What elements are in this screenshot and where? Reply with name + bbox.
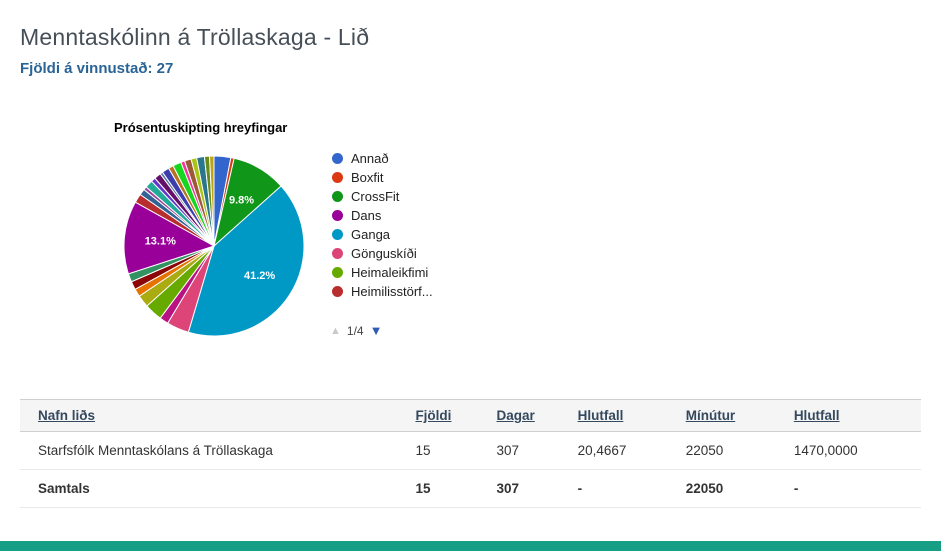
legend-color-dot — [332, 153, 343, 164]
table-cell: 22050 — [677, 469, 786, 508]
legend-item: Gönguskíði — [332, 244, 433, 263]
pie-slice[interactable] — [208, 155, 215, 247]
pie-slice-percentage-label: 41.2% — [244, 270, 275, 282]
table-header-row: Nafn liðs Fjöldi Dagar Hlutfall Mínútur Hlutf… — [20, 399, 921, 432]
legend-pagination: ▲ 1/4 ▼ — [330, 323, 382, 338]
legend-item: Ganga — [332, 225, 433, 244]
legend-label: CrossFit — [351, 189, 400, 204]
column-header-hlutfall: Hlutfall — [785, 399, 921, 432]
table-body: Starfsfólk Menntaskólans á Tröllaskaga 15… — [20, 431, 921, 508]
chart-title: Prósentuskipting hreyfingar — [114, 120, 288, 135]
table-cell: 15 — [407, 469, 489, 508]
workplace-count: Fjöldi á vinnustað: 27 — [20, 60, 174, 77]
legend-label: Annað — [351, 151, 389, 166]
teams-table: Nafn liðs Fjöldi Dagar Hlutfall Mínútur Hlutf… — [20, 399, 921, 508]
legend-item: Boxfit — [332, 168, 433, 187]
table-cell: 20,4667 — [569, 431, 678, 470]
legend-color-dot — [332, 191, 343, 202]
legend-item: Heimaleikfimi — [332, 263, 433, 282]
legend-item: CrossFit — [332, 187, 433, 206]
column-sort-link[interactable]: Mínútur — [685, 408, 736, 423]
legend-item: Heimilisstörf... — [332, 282, 433, 301]
table-row: Starfsfólk Menntaskólans á Tröllaskaga 15… — [20, 431, 921, 470]
legend-prev-icon[interactable]: ▲ — [330, 324, 341, 337]
legend-color-dot — [332, 286, 343, 297]
legend-color-dot — [332, 248, 343, 259]
legend-color-dot — [332, 267, 343, 278]
table-cell: Samtals — [20, 469, 408, 508]
chart-legend: Annað Boxfit CrossFit Dans Ganga Gönguskíði He… — [332, 149, 433, 301]
table-cell: 307 — [488, 431, 570, 470]
table-row: Samtals 15 307-22050- — [20, 469, 921, 508]
pie-chart: 9.8% 41.2% 13.1% — [123, 155, 305, 337]
column-header-dagar: Dagar — [488, 399, 570, 432]
legend-label: Heimilisstörf... — [351, 284, 433, 299]
legend-label: Dans — [351, 208, 382, 223]
column-sort-link[interactable]: Nafn liðs — [38, 408, 96, 423]
table-cell: - — [785, 469, 921, 508]
pie-slice-percentage-label: 9.8% — [229, 195, 254, 207]
table-cell: 307 — [488, 469, 570, 508]
legend-color-dot — [332, 210, 343, 221]
column-header-fj-ldi: Fjöldi — [407, 399, 489, 432]
pie-slice-percentage-label: 13.1% — [145, 236, 176, 248]
table-cell: 22050 — [677, 431, 786, 470]
table-cell: 1470,0000 — [785, 431, 921, 470]
footer-bar — [0, 541, 941, 551]
legend-color-dot — [332, 172, 343, 183]
pie-slice-dans[interactable] — [123, 201, 216, 275]
table-cell: - — [569, 469, 678, 508]
table-cell: Starfsfólk Menntaskólans á Tröllaskaga — [20, 431, 408, 470]
table-cell: 15 — [407, 431, 489, 470]
pie-slice-ganga[interactable] — [187, 185, 305, 337]
legend-page-indicator: 1/4 — [346, 323, 364, 338]
column-header-hlutfall: Hlutfall — [569, 399, 678, 432]
legend-label: Heimaleikfimi — [351, 265, 429, 280]
legend-item: Annað — [332, 149, 433, 168]
legend-label: Gönguskíði — [351, 246, 417, 261]
legend-item: Dans — [332, 206, 433, 225]
column-header-nafn-li-s: Nafn liðs — [20, 399, 408, 432]
legend-next-icon[interactable]: ▼ — [369, 323, 383, 338]
legend-color-dot — [332, 229, 343, 240]
legend-label: Boxfit — [351, 170, 384, 185]
column-sort-link[interactable]: Hlutfall — [577, 408, 624, 423]
legend-label: Ganga — [351, 227, 391, 242]
page-title: Menntaskólinn á Tröllaskaga - Lið — [20, 24, 370, 50]
column-sort-link[interactable]: Dagar — [496, 408, 535, 423]
column-sort-link[interactable]: Fjöldi — [415, 408, 452, 423]
column-header-m-n-tur: Mínútur — [677, 399, 786, 432]
column-sort-link[interactable]: Hlutfall — [793, 408, 840, 423]
